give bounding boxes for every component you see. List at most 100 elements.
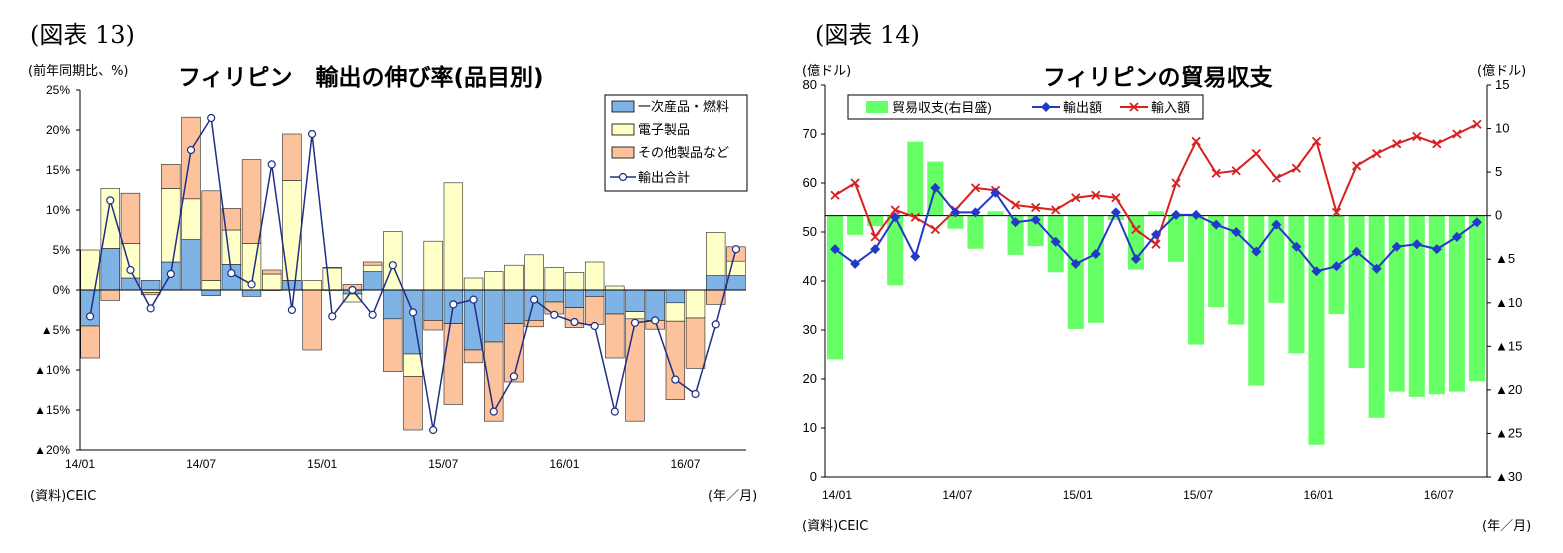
bar-other bbox=[685, 317, 706, 369]
bar-balance bbox=[1408, 215, 1425, 397]
bar-other bbox=[282, 133, 302, 181]
total-point bbox=[267, 160, 276, 169]
fig13-ytick-label: ▲5% bbox=[41, 323, 71, 337]
imports-point bbox=[1251, 148, 1261, 159]
bar-balance bbox=[1107, 215, 1124, 221]
fig13-xtick-label: 16/01 bbox=[549, 457, 579, 471]
imports-point bbox=[1271, 173, 1281, 183]
exports-point bbox=[890, 212, 901, 223]
bar-balance bbox=[1007, 215, 1024, 255]
exports-point bbox=[1070, 258, 1081, 269]
exports-point bbox=[1371, 263, 1382, 274]
fig14-xtick-label: 15/01 bbox=[1063, 488, 1093, 502]
bar-other bbox=[161, 164, 181, 189]
exports-point bbox=[1151, 229, 1161, 240]
imports-point bbox=[1291, 163, 1302, 173]
total-point bbox=[489, 407, 498, 416]
fig13-xtick-label: 14/07 bbox=[186, 457, 216, 471]
fig14-ytick-left: 40 bbox=[803, 273, 817, 288]
bar-balance bbox=[1368, 215, 1385, 418]
exports-point bbox=[1431, 244, 1442, 255]
exports-point bbox=[850, 258, 861, 269]
imports-point bbox=[1311, 136, 1322, 146]
bar-other bbox=[504, 323, 524, 383]
exports-point bbox=[1251, 246, 1262, 257]
imports-point bbox=[870, 232, 880, 242]
total-point bbox=[469, 295, 478, 304]
fig13-xtick-label: 15/07 bbox=[428, 457, 458, 471]
legend-label-total: 輸出合計 bbox=[638, 170, 690, 185]
exports-point bbox=[930, 182, 941, 193]
exports-point bbox=[1171, 209, 1182, 220]
fig14-ytick-left: 20 bbox=[803, 371, 817, 386]
exports-point bbox=[970, 207, 981, 218]
legend-label-other: その他製品など bbox=[638, 145, 729, 160]
bar-other bbox=[262, 269, 282, 275]
exports-point bbox=[1211, 219, 1222, 230]
bar-electronics bbox=[100, 188, 120, 249]
total-point bbox=[166, 269, 175, 279]
fig13-ytick-label: 20% bbox=[46, 123, 70, 137]
bar-other bbox=[423, 320, 443, 331]
fig13-ytick-label: ▲10% bbox=[34, 363, 70, 377]
bar-balance bbox=[907, 141, 924, 216]
fig14-y-unit-right: (億ドル) bbox=[1477, 64, 1527, 79]
legend-marker-imports bbox=[1129, 102, 1139, 112]
fig14-ytick-left: 10 bbox=[803, 420, 817, 435]
bar-other bbox=[524, 320, 544, 328]
total-point bbox=[307, 129, 317, 139]
bar-balance bbox=[1468, 215, 1485, 382]
total-point bbox=[570, 317, 579, 327]
imports-point bbox=[1151, 239, 1161, 249]
bar-other bbox=[605, 313, 625, 359]
legend-label-primary: 一次産品・燃料 bbox=[638, 99, 729, 114]
imports-point bbox=[1211, 168, 1221, 178]
exports-point bbox=[870, 244, 881, 255]
fig14-ytick-right: 10 bbox=[1495, 121, 1509, 136]
bar-balance bbox=[1388, 215, 1405, 392]
total-point bbox=[287, 305, 297, 315]
fig13-ytick-label: 25% bbox=[46, 83, 70, 97]
fig13-title: フィリピン 輸出の伸び率(品目別) bbox=[178, 65, 544, 91]
bar-balance bbox=[1308, 215, 1325, 445]
imports-point bbox=[1351, 161, 1362, 171]
fig13-source: (資料)CEIC bbox=[30, 489, 97, 504]
fig14-ytick-right: ▲30 bbox=[1495, 469, 1522, 484]
imports-point bbox=[1412, 131, 1422, 142]
exports-point bbox=[1271, 219, 1282, 230]
fig14-ytick-right: ▲25 bbox=[1495, 425, 1522, 440]
exports-point bbox=[1050, 236, 1061, 247]
total-point bbox=[207, 113, 216, 123]
bar-balance bbox=[1147, 211, 1165, 216]
exports-point bbox=[1451, 231, 1462, 242]
imports-point bbox=[1171, 178, 1181, 188]
total-point bbox=[227, 269, 236, 278]
total-point bbox=[388, 261, 397, 270]
fig14-ytick-left: 50 bbox=[803, 224, 817, 239]
exports-point bbox=[1311, 266, 1322, 277]
bar-balance bbox=[1208, 215, 1225, 308]
fig13-y-unit: (前年同期比、%) bbox=[28, 64, 129, 79]
total-point bbox=[328, 312, 337, 321]
fig14-xtick-label: 14/07 bbox=[942, 488, 972, 502]
total-point bbox=[550, 310, 559, 319]
legend-swatch-electronics bbox=[611, 123, 635, 136]
fig13-ytick-label: 10% bbox=[46, 203, 70, 217]
imports-point bbox=[910, 212, 920, 222]
exports-point bbox=[1331, 261, 1342, 272]
bar-balance bbox=[1127, 215, 1144, 270]
total-point bbox=[610, 407, 619, 416]
imports-point bbox=[1231, 166, 1241, 176]
legend-marker-exports bbox=[1041, 102, 1051, 112]
exports-point bbox=[1191, 209, 1202, 220]
imports-point bbox=[1031, 202, 1041, 213]
fig13-label: (図表 13) bbox=[30, 21, 135, 49]
imports-point bbox=[850, 178, 860, 188]
fig14-ytick-left: 30 bbox=[803, 322, 817, 337]
fig13-ytick-label: 15% bbox=[46, 163, 70, 177]
exports-point bbox=[1010, 217, 1021, 228]
total-point bbox=[368, 310, 377, 319]
exports-point bbox=[910, 251, 921, 262]
legend-label-imports: 輸入額 bbox=[1151, 100, 1190, 115]
fig14-xtick-label: 15/07 bbox=[1183, 488, 1213, 502]
